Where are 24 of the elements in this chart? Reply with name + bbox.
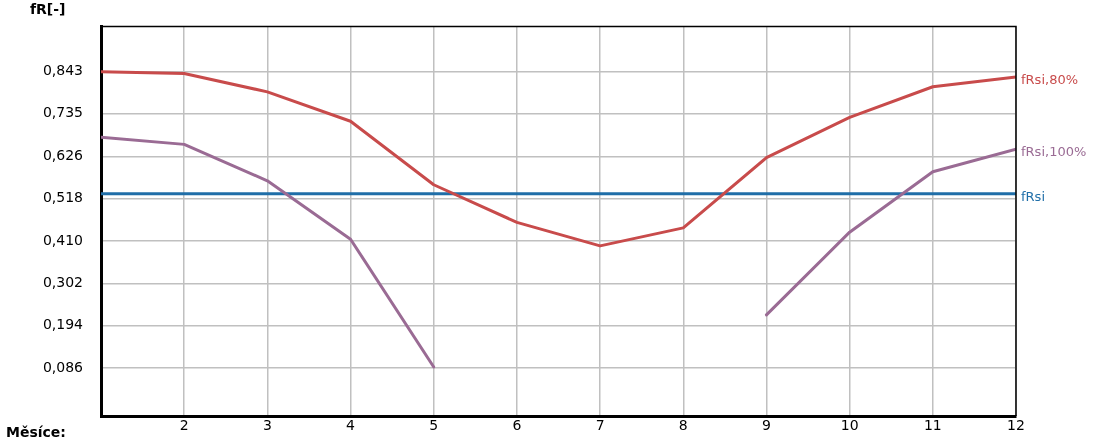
x-tick-label: 8 [678,417,688,434]
x-axis-title: Měsíce: [6,423,66,440]
x-tick-label: 5 [429,417,439,434]
y-tick-label: 0,843 [42,62,83,79]
x-tick-label: 9 [761,417,771,434]
x-tick-label: 6 [512,417,522,434]
y-tick-label: 0,518 [42,189,83,206]
y-axis-title: fR[-] [30,0,66,17]
series-label: fRsi,100% [1021,144,1087,160]
y-tick-label: 0,086 [42,358,84,375]
y-tick-label: 0,410 [42,231,83,248]
x-tick-label: 7 [595,417,605,434]
x-tick-label: 12 [1007,417,1025,434]
y-tick-label: 0,735 [42,104,83,121]
x-tick-label: 10 [840,417,859,434]
x-tick-label: 2 [179,417,189,434]
x-tick-label: 3 [262,417,272,434]
x-tick-label: 11 [923,417,942,434]
x-tick-label: 4 [346,417,356,434]
y-tick-label: 0,302 [42,274,83,291]
series-label: fRsi,80% [1021,72,1079,88]
y-tick-label: 0,626 [42,147,84,164]
series-label: fRsi [1021,189,1045,205]
y-tick-label: 0,194 [42,316,84,333]
